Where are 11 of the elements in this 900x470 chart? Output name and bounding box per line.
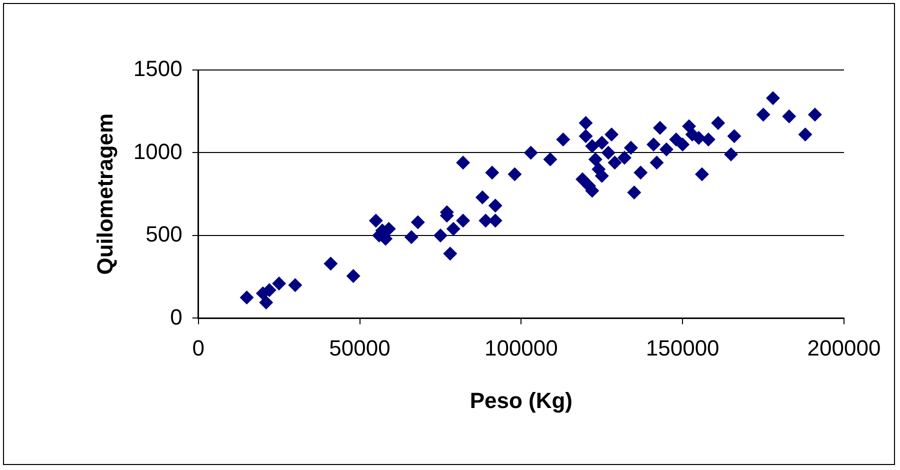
x-tick-label: 150000 xyxy=(646,335,720,360)
y-tick-label: 1000 xyxy=(133,138,182,164)
y-tick-label: 0 xyxy=(170,304,182,330)
x-axis-title: Peso (Kg) xyxy=(470,388,573,413)
x-tick-label: 200000 xyxy=(807,335,881,360)
y-tick-label: 1500 xyxy=(133,56,182,82)
x-tick-label: 50000 xyxy=(329,335,390,360)
x-tick-label: 0 xyxy=(192,335,204,360)
y-axis-title: Quilometragem xyxy=(92,113,118,275)
y-tick-label: 500 xyxy=(146,222,182,247)
x-tick-label: 100000 xyxy=(484,335,558,360)
